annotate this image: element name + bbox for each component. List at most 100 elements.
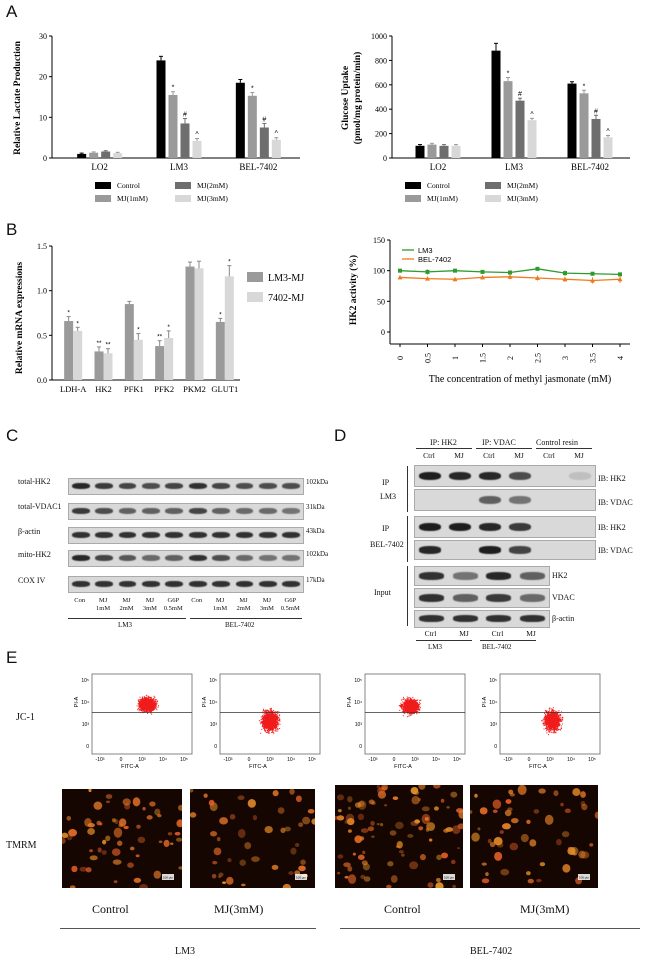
band xyxy=(165,532,184,539)
cell-events xyxy=(136,694,159,715)
band xyxy=(419,572,445,580)
data-point xyxy=(397,274,403,280)
cell xyxy=(98,822,103,826)
cell xyxy=(510,817,519,824)
cell xyxy=(362,863,371,871)
ib-label: IB: VDAC xyxy=(598,546,633,555)
cell xyxy=(129,846,135,851)
cell xyxy=(387,861,394,867)
band xyxy=(188,581,207,588)
x-tick-label: 10⁴ xyxy=(432,757,440,763)
panel-label-a: A xyxy=(6,2,18,21)
glucose-chart: 0 200 400 600 800 1000 LO2 * # ^ LM3 * # ^ BEL-7402 Glu… xyxy=(341,32,630,203)
y-tick-label: 800 xyxy=(375,56,387,65)
cell xyxy=(311,818,315,825)
x-tick-label: 0 xyxy=(396,356,405,360)
legend-swatch xyxy=(485,182,501,189)
plot-frame xyxy=(91,673,193,755)
cell xyxy=(564,808,571,814)
cell xyxy=(357,854,365,860)
x-tick-label: 0 xyxy=(120,757,123,763)
y-tick-label: 150 xyxy=(373,236,385,245)
legend-swatch xyxy=(95,195,111,202)
ib-label: IB: HK2 xyxy=(598,474,626,483)
kda-label: 17kDa xyxy=(306,576,325,584)
cell xyxy=(504,809,512,817)
cell xyxy=(487,838,492,844)
band xyxy=(71,508,90,515)
cell xyxy=(371,801,376,806)
group-line xyxy=(416,640,472,641)
band xyxy=(235,508,254,515)
cell xyxy=(158,840,163,844)
y-tick-label: 50 xyxy=(377,297,385,306)
cell xyxy=(135,854,140,858)
blot-strip xyxy=(414,588,550,608)
side-label: BEL-7402 xyxy=(370,540,404,549)
cell xyxy=(395,821,404,830)
y-tick-label: 10⁴ xyxy=(354,700,362,706)
lane-label: Ctrl xyxy=(423,451,435,460)
cell xyxy=(167,832,173,836)
bar xyxy=(491,50,501,158)
bar xyxy=(155,346,165,380)
blot-strip xyxy=(414,610,550,628)
lane-label: MJ xyxy=(574,451,584,460)
significance-mark: * xyxy=(219,311,222,318)
significance-mark: ** xyxy=(157,334,163,341)
data-point xyxy=(398,268,402,273)
bar xyxy=(215,321,225,380)
legend-label: 7402-MJ xyxy=(268,293,304,304)
cell xyxy=(470,810,473,814)
data-point xyxy=(425,276,430,281)
blot-row-label: COX IV xyxy=(18,576,46,585)
plot-frame xyxy=(364,673,466,755)
cell xyxy=(443,828,449,833)
cell xyxy=(450,791,458,798)
cell xyxy=(277,807,285,814)
significance-mark: * xyxy=(251,86,254,93)
cell xyxy=(370,820,375,826)
cell xyxy=(127,862,134,868)
significance-mark: # xyxy=(594,108,598,115)
cell xyxy=(411,796,420,805)
cell xyxy=(264,825,273,834)
tmrm-micrograph: 100 μm xyxy=(62,789,182,888)
significance-mark: # xyxy=(518,91,522,98)
cell xyxy=(474,793,478,798)
band xyxy=(235,483,254,490)
cell xyxy=(556,838,562,846)
y-axis-label: Relative Lactate Production xyxy=(13,40,23,155)
cell xyxy=(501,823,511,830)
cell xyxy=(119,818,127,827)
cell xyxy=(407,834,414,838)
cell xyxy=(539,862,546,867)
significance-mark: * xyxy=(228,259,231,266)
x-category-label: LM3 xyxy=(170,162,189,172)
cell xyxy=(413,790,420,796)
panel-label-c: C xyxy=(6,426,19,445)
x-axis-label: FITC-A xyxy=(249,764,267,770)
band xyxy=(142,532,160,539)
cell xyxy=(190,789,194,793)
legend-label: MJ(3mM) xyxy=(507,194,538,203)
bar xyxy=(259,127,269,158)
group-line xyxy=(68,618,186,619)
significance-mark: ** xyxy=(105,342,111,349)
x-tick-label: 2 xyxy=(506,356,515,360)
band xyxy=(95,483,113,490)
cell xyxy=(344,820,348,824)
micrograph-canvas: 100 μm xyxy=(335,785,463,888)
bar xyxy=(192,140,202,158)
cell xyxy=(213,847,222,856)
legend-label: MJ(3mM) xyxy=(197,194,228,203)
legend-label: LM3 xyxy=(418,246,433,255)
y-tick-label: 200 xyxy=(375,130,387,139)
band xyxy=(212,581,230,588)
band xyxy=(71,532,90,539)
x-tick-label: -10³ xyxy=(504,757,513,763)
cell xyxy=(347,806,352,810)
y-tick-label: 10⁴ xyxy=(209,700,217,706)
cell xyxy=(384,804,388,807)
band xyxy=(418,471,442,480)
